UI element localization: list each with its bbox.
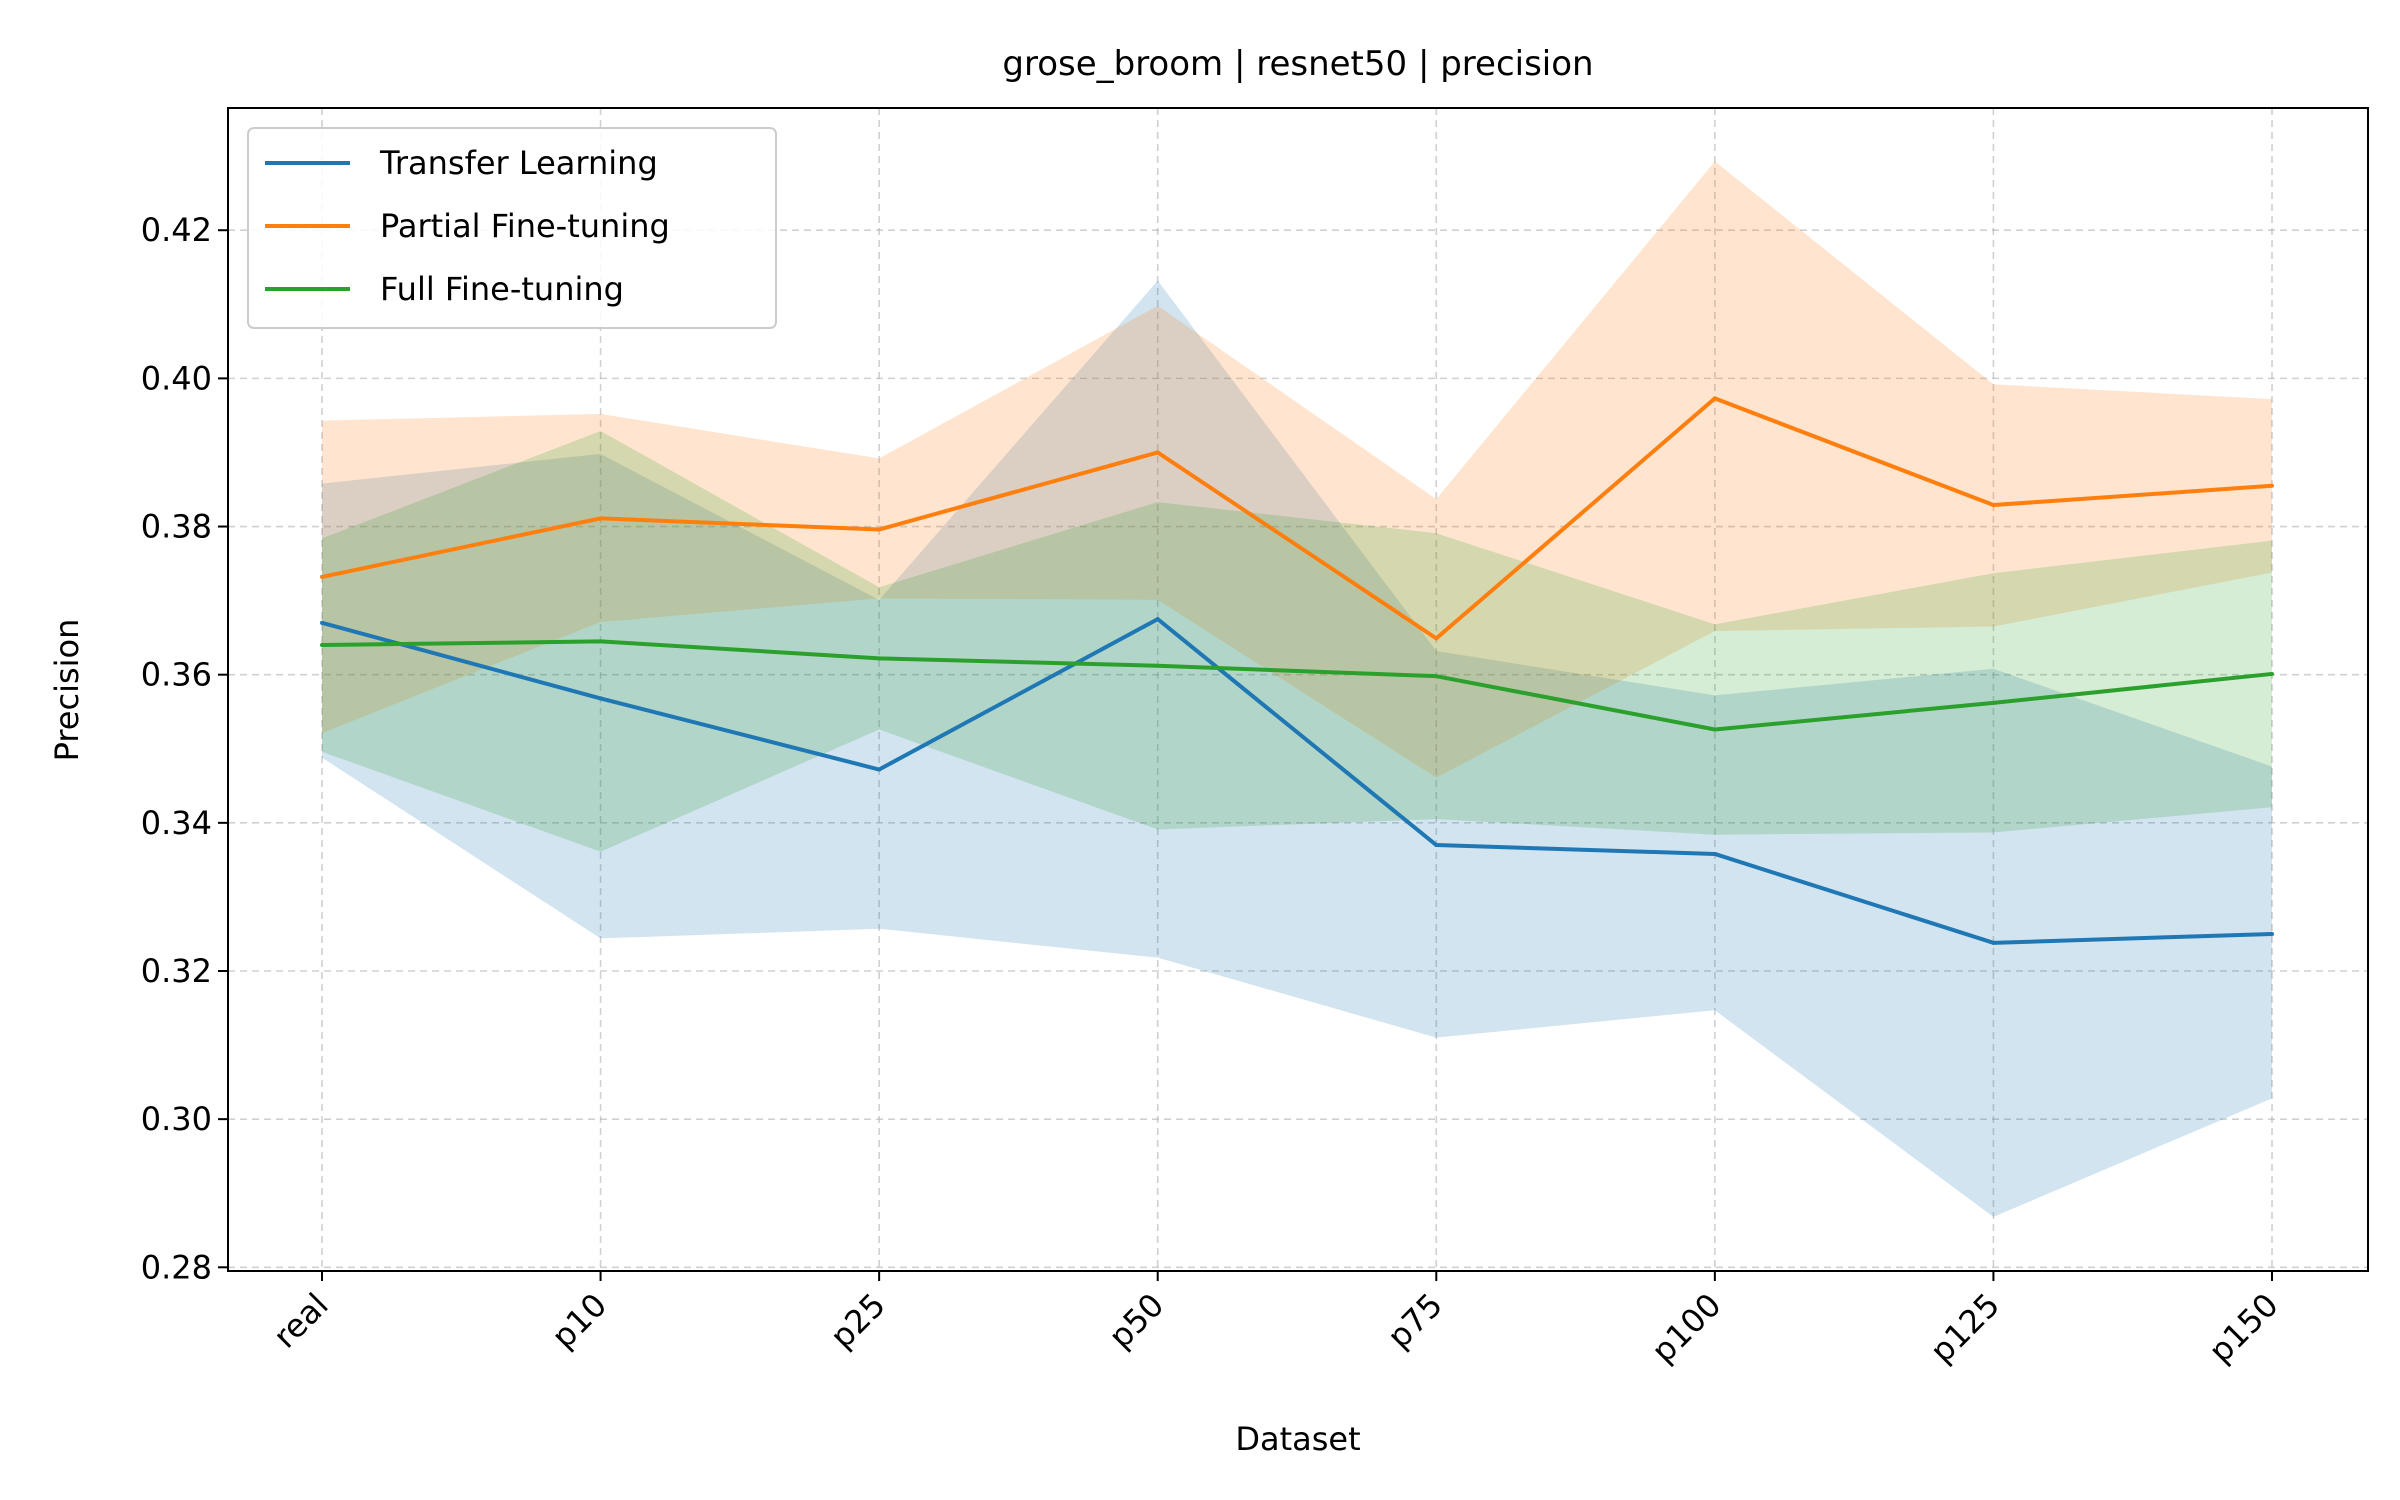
point-series-2-p125 <box>1991 700 1996 705</box>
band-series-0 <box>322 280 2272 1217</box>
point-series-1-p75 <box>1434 636 1439 641</box>
point-series-2-p100 <box>1712 727 1717 732</box>
y-tick-label: 0.28 <box>141 1248 212 1286</box>
line-series-2 <box>321 639 2273 732</box>
y-tick-label: 0.38 <box>141 508 212 546</box>
grid <box>228 108 2368 1271</box>
point-series-0-p75 <box>1434 843 1439 848</box>
point-series-0-p150 <box>2270 931 2274 936</box>
point-series-1-p125 <box>1991 503 1996 508</box>
point-series-0-p100 <box>1712 851 1717 856</box>
x-axis-label: Dataset <box>1235 1420 1360 1458</box>
point-series-0-p50 <box>1155 617 1160 622</box>
point-series-0-p125 <box>1991 940 1996 945</box>
point-series-1-p25 <box>877 527 882 532</box>
series-lines <box>320 396 2274 945</box>
point-series-2-p150 <box>2270 671 2274 676</box>
plot-area-frame <box>227 107 2369 1272</box>
point-series-2-p25 <box>877 656 882 661</box>
y-tick-label: 0.32 <box>141 952 212 990</box>
point-series-2-p50 <box>1155 663 1160 668</box>
y-tick-label: 0.36 <box>141 656 212 694</box>
y-axis-label: Precision <box>48 619 86 762</box>
point-series-0-p25 <box>877 767 882 772</box>
legend-box <box>247 127 777 329</box>
confidence-bands <box>322 161 2272 1217</box>
point-series-1-p10 <box>598 516 603 521</box>
legend-label-0: Transfer Learning <box>379 144 658 182</box>
band-series-2 <box>322 430 2272 852</box>
line-series-1 <box>321 396 2273 641</box>
point-series-2-p75 <box>1434 674 1439 679</box>
y-tick-label: 0.42 <box>141 211 212 249</box>
point-series-1-p50 <box>1155 450 1160 455</box>
y-tick-label: 0.40 <box>141 359 212 397</box>
point-series-2-p10 <box>598 639 603 644</box>
legend-label-2: Full Fine-tuning <box>380 270 624 308</box>
y-axis-ticks: 0.28 0.30 0.32 0.34 0.36 0.38 0.40 0.42 <box>141 211 228 1286</box>
line-series-0 <box>321 617 2273 945</box>
legend-label-1: Partial Fine-tuning <box>380 207 670 245</box>
legend: Transfer Learning Partial Fine-tuning Full… <box>247 127 777 329</box>
point-series-2-real <box>320 643 324 648</box>
point-series-1-real <box>320 574 324 579</box>
point-series-1-p100 <box>1712 396 1717 401</box>
band-series-1 <box>322 161 2272 778</box>
chart-title: grose_broom | resnet50 | precision <box>1002 44 1593 84</box>
y-tick-label: 0.34 <box>141 804 212 842</box>
point-series-0-real <box>320 620 324 625</box>
point-series-0-p10 <box>598 696 603 701</box>
point-series-1-p150 <box>2270 483 2274 488</box>
y-tick-label: 0.30 <box>141 1100 212 1138</box>
